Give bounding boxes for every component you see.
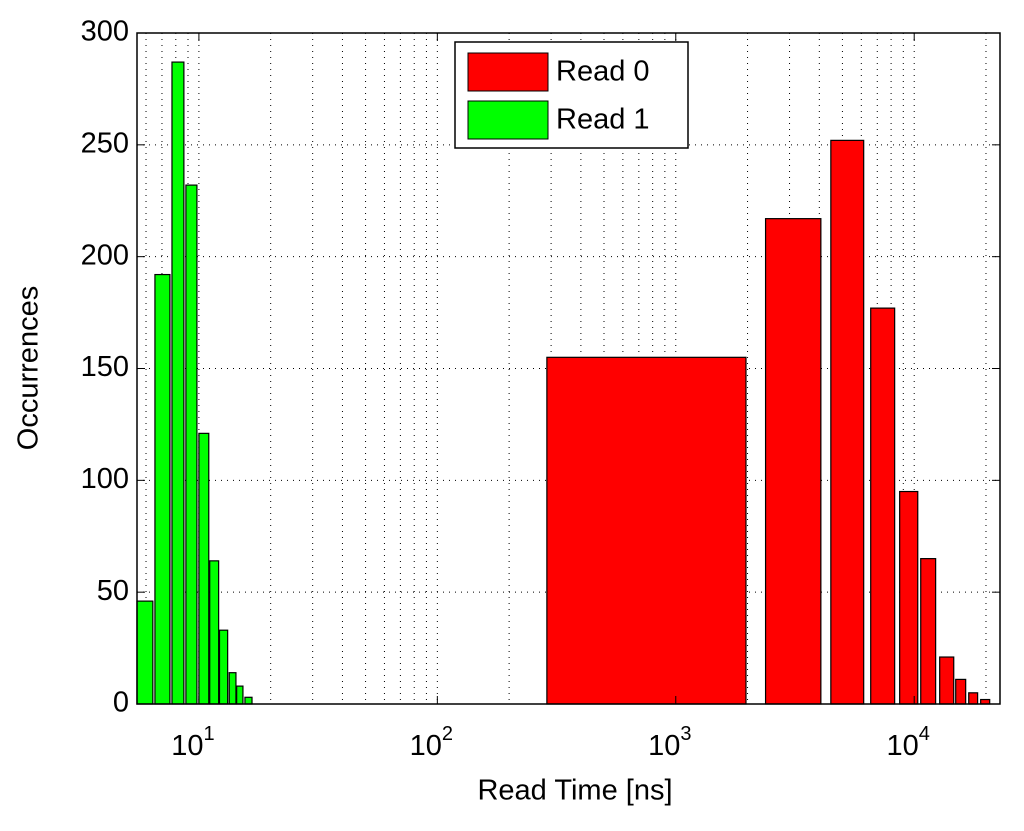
bar xyxy=(546,356,747,705)
legend-swatch xyxy=(467,52,549,92)
bar xyxy=(198,432,210,705)
bar xyxy=(236,685,244,705)
y-tick-label: 50 xyxy=(97,575,129,607)
bar xyxy=(171,61,185,705)
bar xyxy=(244,696,253,705)
bar xyxy=(218,629,229,705)
bar xyxy=(209,560,220,705)
bar xyxy=(830,139,865,705)
x-tick-base: 10 xyxy=(410,730,442,762)
y-tick-label: 100 xyxy=(81,463,129,495)
bar xyxy=(955,678,967,705)
legend-label: Read 0 xyxy=(556,56,650,88)
x-tick-label: 103 xyxy=(648,723,691,761)
bar xyxy=(968,692,979,705)
bar xyxy=(920,558,937,705)
bar xyxy=(185,184,198,705)
x-tick-exponent: 2 xyxy=(442,723,453,745)
bar xyxy=(136,600,154,705)
bar xyxy=(939,656,955,705)
x-tick-label: 101 xyxy=(171,723,214,761)
y-tick-label: 250 xyxy=(81,127,129,159)
y-tick-label: 300 xyxy=(81,16,129,48)
x-tick-label: 104 xyxy=(887,723,930,761)
x-tick-base: 10 xyxy=(887,730,919,762)
y-tick-label: 0 xyxy=(113,687,129,719)
y-axis-label: Occurrences xyxy=(13,286,45,450)
legend-label: Read 1 xyxy=(556,104,650,136)
x-tick-base: 10 xyxy=(171,730,203,762)
bar xyxy=(228,672,237,705)
bar xyxy=(899,490,919,705)
bar xyxy=(154,273,171,705)
x-tick-base: 10 xyxy=(648,730,680,762)
x-axis-label: Read Time [ns] xyxy=(477,775,672,807)
x-tick-exponent: 4 xyxy=(919,723,930,745)
x-tick-exponent: 3 xyxy=(680,723,691,745)
bar xyxy=(870,307,896,705)
y-tick-label: 200 xyxy=(81,239,129,271)
legend-swatch xyxy=(467,100,549,140)
bar xyxy=(764,218,822,705)
y-tick-label: 150 xyxy=(81,351,129,383)
x-tick-exponent: 1 xyxy=(203,723,214,745)
x-tick-label: 102 xyxy=(410,723,453,761)
